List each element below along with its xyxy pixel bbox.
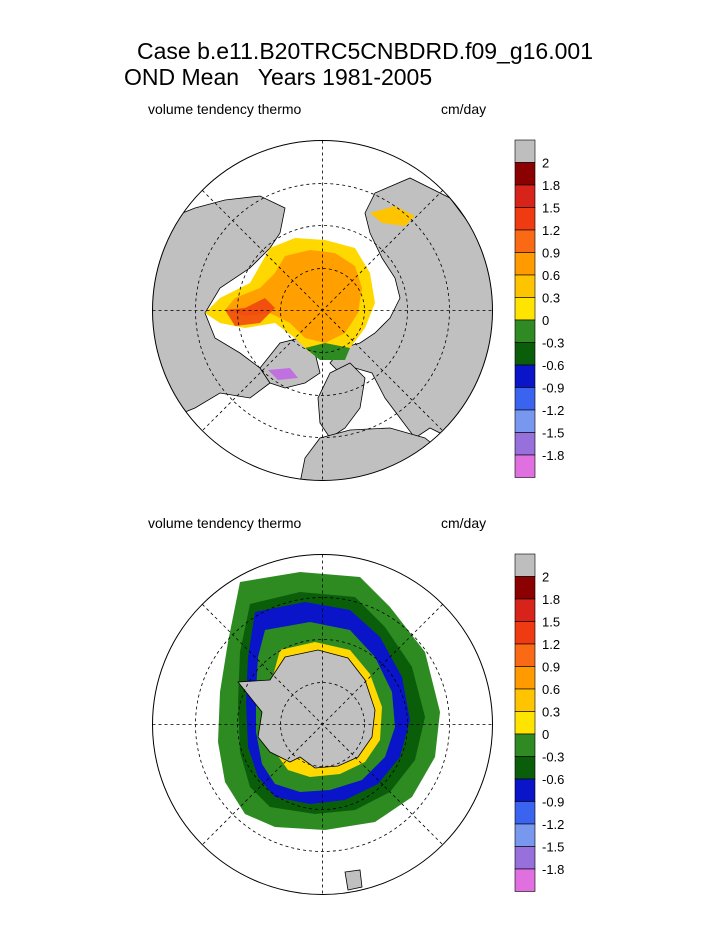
arctic-colorbar: 2 1.8 1.5 1.2 0.9 0.6 0.3 0 -0.3 -0.6 -0.9 -1.2 -1.5… — [514, 139, 564, 478]
arctic-colorbar-label: 0.9 — [542, 246, 560, 261]
antarctic-polar-map — [152, 554, 493, 895]
antarctic-colorbar-swatch — [514, 643, 536, 667]
arctic-colorbar-swatch — [514, 364, 536, 388]
arctic-colorbar-label: 1.2 — [542, 223, 560, 238]
arctic-colorbar-label: 1.8 — [542, 178, 560, 193]
arctic-colorbar-label: 0.6 — [542, 268, 560, 283]
arctic-colorbar-swatch — [514, 184, 536, 208]
arctic-colorbar-label: -0.6 — [542, 358, 564, 373]
antarctic-colorbar-swatch — [514, 733, 536, 757]
arctic-colorbar-swatch — [514, 319, 536, 343]
land-antarctica — [237, 649, 376, 769]
antarctic-colorbar-swatch — [514, 666, 536, 690]
arctic-colorbar-label: -1.2 — [542, 403, 564, 418]
arctic-colorbar-label: 2 — [542, 156, 549, 171]
sea-ice-growth-kara — [370, 206, 415, 226]
antarctic-colorbar-label: 0 — [542, 727, 549, 742]
arctic-colorbar-label: 0 — [542, 313, 549, 328]
antarctic-colorbar-swatch — [514, 868, 536, 892]
antarctic-colorbar-label: 2 — [542, 570, 549, 585]
antarctic-colorbar-swatch — [514, 801, 536, 825]
antarctic-colorbar-swatch — [514, 711, 536, 735]
antarctic-colorbar-label: -1.8 — [542, 862, 564, 877]
arctic-colorbar-label: -1.5 — [542, 426, 564, 441]
arctic-colorbar-label: -0.3 — [542, 336, 564, 351]
antarctic-colorbar-swatch — [514, 778, 536, 802]
antarctic-colorbar-swatch — [514, 553, 536, 577]
arctic-colorbar-swatch — [514, 229, 536, 253]
arctic-colorbar-swatch — [514, 162, 536, 186]
land-new-zealand — [344, 869, 363, 891]
arctic-colorbar-label: -1.8 — [542, 448, 564, 463]
antarctic-colorbar: 2 1.8 1.5 1.2 0.9 0.6 0.3 0 -0.3 -0.6 -0.9 -1.2 -1.5… — [514, 553, 564, 892]
arctic-colorbar-swatch — [514, 252, 536, 276]
arctic-colorbar-swatch — [514, 274, 536, 298]
graticule — [152, 140, 493, 481]
antarctic-variable-label: volume tendency thermo — [148, 515, 302, 531]
antarctic-colorbar-swatch — [514, 621, 536, 645]
antarctic-colorbar-swatch — [514, 823, 536, 847]
arctic-polar-map — [152, 140, 493, 481]
antarctic-colorbar-label: -1.2 — [542, 817, 564, 832]
antarctic-colorbar-swatch — [514, 688, 536, 712]
sea-ice-melt-purple — [268, 368, 298, 380]
arctic-variable-label: volume tendency thermo — [148, 101, 302, 117]
land-scandinavia — [317, 362, 366, 439]
antarctic-colorbar-swatch — [514, 576, 536, 600]
antarctic-colorbar-label: 0.3 — [542, 705, 560, 720]
arctic-colorbar-swatch — [514, 432, 536, 456]
graticule — [152, 554, 493, 895]
arctic-colorbar-swatch — [514, 387, 536, 411]
antarctic-colorbar-label: -0.6 — [542, 772, 564, 787]
arctic-colorbar-swatch — [514, 139, 536, 163]
antarctic-colorbar-label: -0.9 — [542, 795, 564, 810]
arctic-colorbar-swatch — [514, 342, 536, 366]
figure-title-line1: Case b.e11.B20TRC5CNBDRD.f09_g16.001 — [137, 38, 593, 64]
arctic-colorbar-swatch — [514, 207, 536, 231]
antarctic-colorbar-label: -0.3 — [542, 750, 564, 765]
arctic-colorbar-label: 1.5 — [542, 201, 560, 216]
antarctic-colorbar-swatch — [514, 598, 536, 622]
antarctic-colorbar-swatch — [514, 756, 536, 780]
antarctic-colorbar-label: 0.9 — [542, 660, 560, 675]
figure-title-line2: OND Mean Years 1981-2005 — [124, 64, 433, 90]
antarctic-colorbar-swatch — [514, 846, 536, 870]
sea-ice-growth-orange — [225, 250, 362, 343]
antarctic-colorbar-label: 1.5 — [542, 615, 560, 630]
antarctic-colorbar-label: 0.6 — [542, 682, 560, 697]
land-eurasia — [329, 177, 493, 439]
arctic-colorbar-swatch — [514, 297, 536, 321]
arctic-colorbar-swatch — [514, 454, 536, 478]
antarctic-colorbar-label: 1.2 — [542, 637, 560, 652]
arctic-colorbar-swatch — [514, 409, 536, 433]
arctic-units-label: cm/day — [441, 101, 487, 117]
sea-ice-melt-green — [305, 343, 350, 360]
arctic-colorbar-label: 0.3 — [542, 291, 560, 306]
antarctic-units-label: cm/day — [441, 515, 487, 531]
arctic-colorbar-label: -0.9 — [542, 381, 564, 396]
antarctic-colorbar-label: -1.5 — [542, 840, 564, 855]
sea-ice-growth-red — [225, 298, 275, 326]
antarctic-colorbar-label: 1.8 — [542, 592, 560, 607]
